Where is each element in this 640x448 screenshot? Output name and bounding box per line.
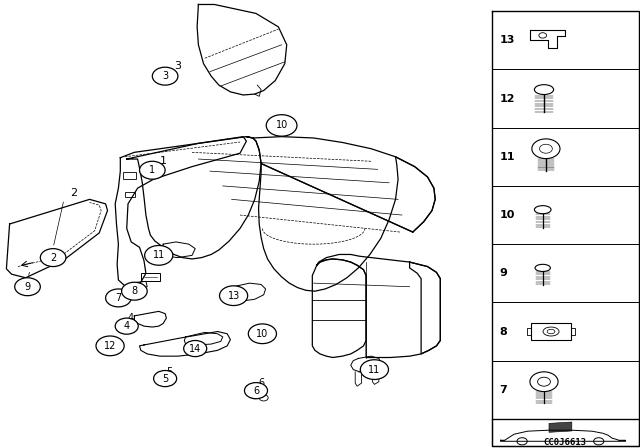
Text: 12: 12 xyxy=(104,341,116,351)
Text: 1: 1 xyxy=(149,165,156,175)
Text: 9: 9 xyxy=(499,268,507,278)
Circle shape xyxy=(184,340,207,357)
Text: 11: 11 xyxy=(368,365,381,375)
Text: 5: 5 xyxy=(166,367,173,377)
Text: 13: 13 xyxy=(227,291,240,301)
Circle shape xyxy=(145,246,173,265)
Text: 10: 10 xyxy=(275,121,288,130)
Circle shape xyxy=(220,286,248,306)
Text: 8: 8 xyxy=(131,286,138,296)
Circle shape xyxy=(40,249,66,267)
Circle shape xyxy=(140,161,165,179)
Text: 4: 4 xyxy=(124,321,130,331)
Text: 7: 7 xyxy=(499,385,507,395)
Text: 1: 1 xyxy=(160,156,167,166)
Circle shape xyxy=(154,370,177,387)
Bar xyxy=(141,273,160,281)
Circle shape xyxy=(152,67,178,85)
Text: 2: 2 xyxy=(70,188,77,198)
Circle shape xyxy=(106,289,131,307)
Bar xyxy=(531,323,571,340)
Text: 9: 9 xyxy=(24,282,31,292)
Circle shape xyxy=(115,318,138,334)
Text: 11: 11 xyxy=(152,250,165,260)
Circle shape xyxy=(248,324,276,344)
Bar xyxy=(123,172,136,179)
Bar xyxy=(125,192,135,197)
Text: 5: 5 xyxy=(162,374,168,383)
Circle shape xyxy=(15,278,40,296)
Text: CC0J6613: CC0J6613 xyxy=(543,438,587,447)
Text: 3: 3 xyxy=(174,61,181,71)
Text: 10: 10 xyxy=(499,210,515,220)
Text: 3: 3 xyxy=(162,71,168,81)
Text: 8: 8 xyxy=(499,327,507,336)
Text: 6: 6 xyxy=(258,378,264,388)
Text: 14: 14 xyxy=(189,344,202,353)
Text: 7: 7 xyxy=(115,293,122,303)
Text: 6: 6 xyxy=(253,386,259,396)
Text: 13: 13 xyxy=(499,35,515,45)
Text: 11: 11 xyxy=(499,152,515,162)
Circle shape xyxy=(266,115,297,136)
Text: 14: 14 xyxy=(116,297,129,307)
Text: 2: 2 xyxy=(50,253,56,263)
Text: 4: 4 xyxy=(127,313,134,323)
Text: 10: 10 xyxy=(256,329,269,339)
Circle shape xyxy=(96,336,124,356)
Text: 12: 12 xyxy=(499,94,515,103)
Circle shape xyxy=(244,383,268,399)
Polygon shape xyxy=(549,422,572,432)
Circle shape xyxy=(122,282,147,300)
Circle shape xyxy=(360,360,388,379)
